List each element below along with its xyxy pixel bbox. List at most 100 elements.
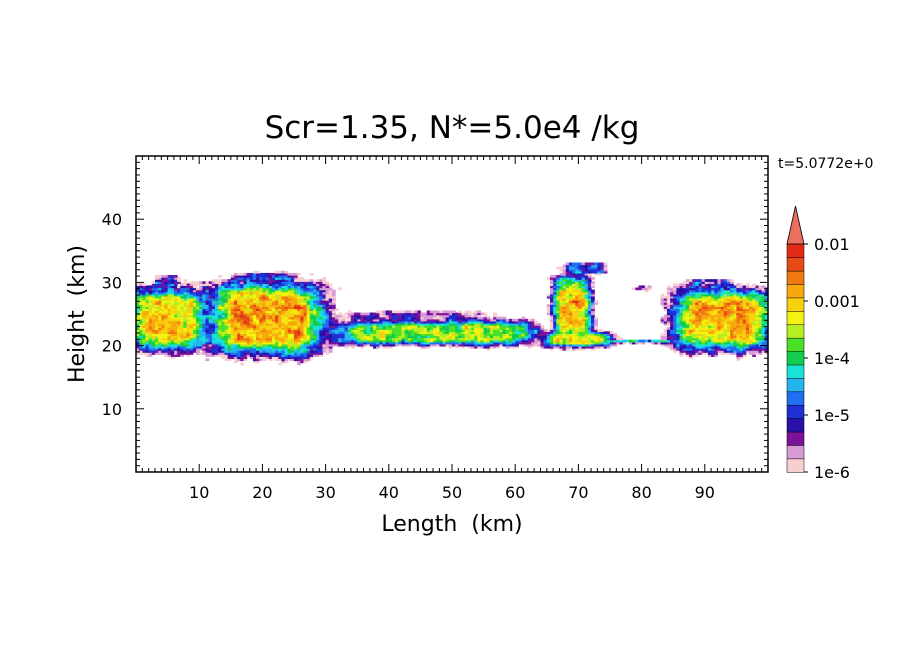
heatmap-cell (679, 316, 684, 320)
heatmap-cell (281, 289, 286, 293)
heatmap-cell (290, 352, 295, 355)
heatmap-cell (297, 320, 301, 324)
heatmap-cell (306, 312, 311, 316)
heatmap-cell (704, 333, 709, 337)
heatmap-cell (312, 329, 317, 332)
heatmap-cell (382, 335, 387, 339)
heatmap-cell (186, 352, 191, 355)
heatmap-cell (240, 285, 245, 289)
heatmap-cell (761, 302, 766, 305)
heatmap-cell (749, 348, 753, 351)
heatmap-cell (294, 304, 298, 307)
heatmap-cell (240, 341, 245, 345)
heatmap-cell (559, 325, 564, 328)
heatmap-cell (391, 320, 396, 324)
heatmap-cell (173, 312, 178, 316)
heatmap-cell (704, 348, 709, 351)
heatmap-cell (259, 337, 263, 341)
heatmap-cell (540, 333, 545, 337)
heatmap-cell (331, 331, 336, 335)
heatmap-cell (679, 287, 684, 291)
heatmap-cell (562, 297, 567, 301)
heatmap-cell (508, 325, 513, 328)
heatmap-cell (745, 314, 750, 318)
heatmap-cell (562, 333, 567, 337)
heatmap-cell (480, 318, 485, 322)
heatmap-cell (158, 295, 162, 299)
heatmap-cell (676, 297, 681, 301)
heatmap-cell (673, 322, 677, 326)
heatmap-cell (154, 337, 159, 341)
heatmap-cell (148, 354, 153, 357)
heatmap-cell (682, 333, 687, 337)
heatmap-cell (537, 325, 542, 328)
heatmap-cell (151, 289, 156, 293)
heatmap-cell (180, 354, 184, 357)
heatmap-cell (613, 341, 617, 345)
heatmap-cell (512, 337, 516, 341)
heatmap-cell (164, 320, 169, 324)
heatmap-cell (733, 302, 737, 305)
heatmap-cell (312, 285, 317, 289)
heatmap-cell (177, 322, 181, 326)
heatmap-cell (445, 310, 450, 314)
heatmap-cell (745, 295, 750, 299)
heatmap-cell (211, 341, 216, 345)
heatmap-cell (192, 339, 197, 343)
heatmap-cell (325, 308, 330, 312)
heatmap-cell (689, 287, 693, 291)
heatmap-cell (486, 329, 491, 332)
heatmap-cell (761, 300, 766, 303)
heatmap-cell (319, 322, 324, 326)
heatmap-cell (736, 354, 741, 357)
heatmap-cell (208, 281, 213, 284)
heatmap-cell (584, 337, 589, 341)
heatmap-cell (543, 341, 548, 345)
heatmap-cell (679, 291, 684, 295)
heatmap-cell (685, 320, 690, 324)
heatmap-cell (486, 348, 491, 351)
heatmap-cell (587, 335, 592, 339)
heatmap-cell (581, 335, 586, 339)
heatmap-cell (208, 350, 213, 353)
heatmap-cell (180, 295, 184, 299)
heatmap-cell (584, 304, 589, 307)
heatmap-cell (278, 306, 282, 309)
heatmap-cell (256, 354, 260, 357)
heatmap-cell (512, 333, 516, 337)
heatmap-cell (319, 354, 324, 357)
heatmap-cell (755, 289, 760, 293)
heatmap-cell (205, 281, 210, 284)
heatmap-cell (682, 291, 687, 295)
heatmap-cell (534, 341, 538, 345)
heatmap-cell (382, 327, 387, 330)
heatmap-cell (287, 283, 292, 287)
heatmap-cell (600, 329, 605, 332)
heatmap-cell (553, 285, 557, 289)
heatmap-cell (192, 308, 197, 312)
heatmap-cell (761, 304, 766, 307)
heatmap-cell (704, 297, 709, 301)
heatmap-cell (467, 343, 472, 347)
heatmap-cell (199, 297, 203, 301)
heatmap-cell (489, 345, 494, 349)
heatmap-cell (335, 322, 339, 326)
heatmap-cell (692, 343, 696, 347)
heatmap-cell (736, 348, 741, 351)
heatmap-cell (331, 341, 336, 345)
heatmap-cell (158, 343, 162, 347)
heatmap-cell (177, 343, 181, 347)
heatmap-cell (325, 337, 330, 341)
heatmap-cell (278, 285, 282, 289)
heatmap-cell (170, 343, 175, 347)
heatmap-cell (505, 331, 510, 335)
heatmap-cell (173, 304, 178, 307)
heatmap-cell (180, 289, 184, 293)
heatmap-cell (243, 333, 248, 337)
heatmap-cell (499, 331, 504, 335)
heatmap-cell (221, 289, 226, 293)
heatmap-cell (240, 348, 245, 351)
heatmap-cell (524, 318, 529, 322)
heatmap-cell (739, 316, 744, 320)
heatmap-cell (742, 302, 747, 305)
